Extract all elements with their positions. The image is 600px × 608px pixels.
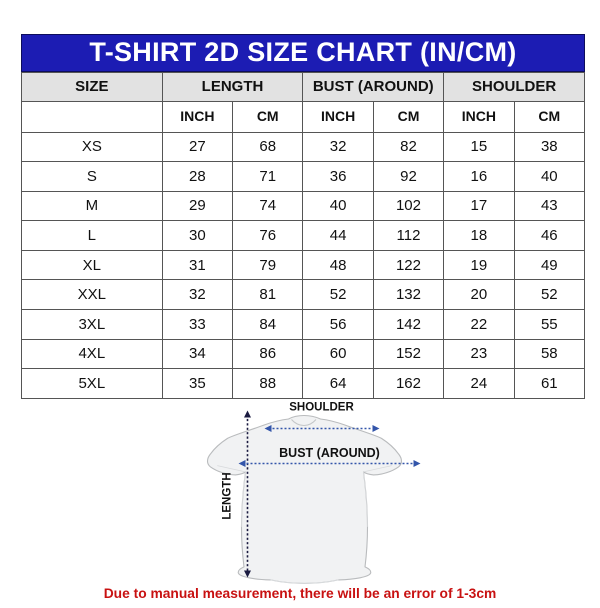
- svg-text:LENGTH: LENGTH: [222, 472, 234, 519]
- svg-text:SHOULDER: SHOULDER: [289, 402, 354, 414]
- svg-text:BUST (AROUND): BUST (AROUND): [279, 446, 380, 460]
